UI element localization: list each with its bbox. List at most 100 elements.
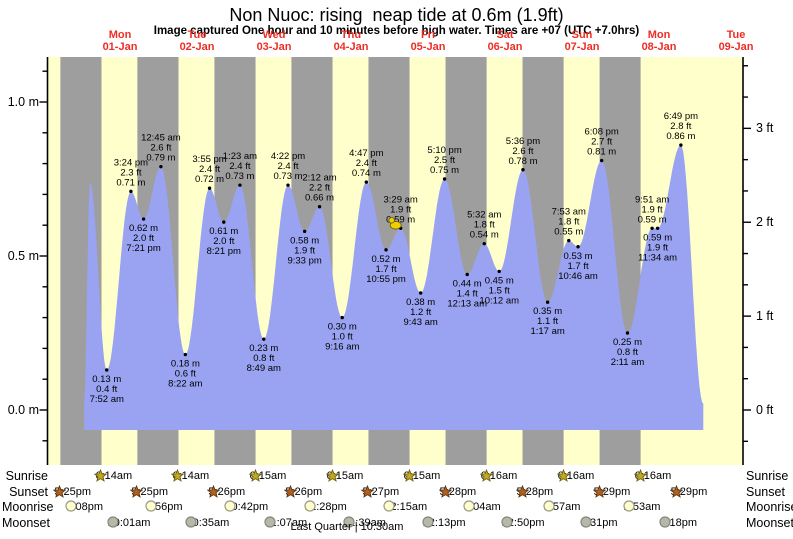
high-tide-label: 4:22 pm 2.4 ft 0.73 m — [271, 151, 305, 182]
moonset-time: 11:39am — [343, 516, 386, 529]
moonset-icon — [501, 516, 513, 528]
moonrise-time: 10:42pm — [225, 500, 269, 513]
sunset-event: 5:25pm — [130, 485, 168, 499]
sunset-event: 5:28pm — [438, 485, 477, 499]
high-tide-label: 3:55 pm 2.4 ft 0.72 m — [192, 154, 226, 185]
sunrise-star-icon — [94, 469, 108, 482]
day-label: Thu 04-Jan — [333, 29, 369, 53]
sunrise-time: 6:14am — [95, 469, 133, 482]
moonrise-event: 1:04am — [463, 500, 501, 514]
moonrise-time: 11:28pm — [304, 500, 347, 513]
tide-extreme-dot — [340, 315, 344, 320]
sunset-time: 5:29pm — [670, 485, 708, 498]
sunrise-time: 6:15am — [326, 469, 364, 482]
sunrise-time: 6:15am — [249, 469, 287, 482]
low-tide-label: 0.18 m 0.6 ft 8:22 am — [168, 359, 202, 390]
day-label: Tue 02-Jan — [179, 29, 215, 53]
high-tide-label: 4:47 pm 2.4 ft 0.74 m — [349, 148, 383, 179]
tide-extreme-dot — [141, 217, 146, 221]
astro-row-label-moonset: Moonset — [2, 516, 50, 530]
low-tide-label: 0.23 m 0.8 ft 8:49 am — [247, 343, 281, 374]
sunrise-time: 6:15am — [403, 469, 441, 482]
day-label: Wed 03-Jan — [256, 29, 292, 53]
current-time-marker — [388, 217, 402, 230]
sunset-event: 5:29pm — [592, 485, 631, 499]
sunset-time: 5:26pm — [285, 485, 323, 498]
moonrise-event: 11:28pm — [304, 500, 347, 514]
sunrise-star-icon — [325, 469, 339, 482]
sunrise-event: 6:14am — [94, 469, 132, 483]
moonrise-icon — [224, 500, 236, 512]
moonset-event: 12:50pm — [501, 516, 545, 530]
sunset-time: 5:29pm — [593, 485, 631, 498]
sunset-time: 5:27pm — [362, 485, 400, 498]
low-tide-label: 0.59 m 1.9 ft 11:34 am — [638, 232, 677, 263]
right-axis-label: 1 ft — [756, 308, 774, 323]
moonrise-event: 9:56pm — [145, 500, 183, 514]
moonset-event: 10:01am — [107, 516, 151, 530]
low-tide-label: 0.38 m 1.2 ft 9:43 am — [404, 297, 438, 328]
sunset-star-icon — [438, 485, 452, 498]
high-tide-label: 6:08 pm 2.7 ft 0.81 m — [585, 127, 619, 158]
moonrise-icon — [383, 500, 395, 512]
sunrise-star-icon — [633, 469, 647, 482]
high-tide-label: 6:49 pm 2.8 ft 0.86 m — [664, 111, 698, 142]
moonrise-icon — [65, 500, 77, 512]
astro-row-label-moonrise: Moonrise — [2, 500, 54, 514]
left-axis-label: 1.0 m — [7, 94, 39, 109]
tide-extreme-dot — [384, 248, 388, 252]
sunrise-event: 6:14am — [171, 469, 209, 483]
tide-extreme-dot — [129, 189, 133, 194]
day-label: Tue 09-Jan — [718, 29, 754, 53]
right-axis-label: 0 ft — [756, 402, 774, 417]
high-tide-label: 7:53 am 1.8 ft 0.55 m — [552, 207, 586, 238]
sunset-time: 5:25pm — [54, 485, 92, 498]
sunset-star-icon — [207, 485, 221, 498]
sunset-event: 5:28pm — [515, 485, 553, 499]
moonset-time: 10:01am — [107, 516, 151, 529]
sunset-time: 5:28pm — [439, 485, 477, 498]
moonset-time: 12:50pm — [501, 516, 545, 529]
tide-area — [84, 145, 704, 430]
astro-row-label-moonset: Moonset — [746, 516, 793, 530]
sunrise-time: 6:16am — [480, 469, 518, 482]
sunrise-event: 6:16am — [556, 469, 594, 483]
moonrise-icon — [304, 500, 316, 512]
moonset-icon — [107, 516, 119, 528]
tide-extreme-dot — [238, 183, 242, 187]
high-tide-label: 1:23 am 2.4 ft 0.73 m — [223, 151, 257, 182]
high-tide-label: 5:36 pm 2.6 ft 0.78 m — [506, 136, 540, 167]
astro-row-label-sunset: Sunset — [746, 485, 785, 499]
moonrise-event: 2:53am — [623, 500, 660, 514]
tide-extreme-dot — [650, 226, 654, 230]
tide-extreme-dot — [442, 177, 447, 181]
tide-extreme-dot — [625, 331, 630, 335]
left-axis-label: 0.0 m — [7, 402, 39, 417]
tide-extreme-dot — [545, 300, 550, 304]
tide-extreme-dot — [655, 226, 660, 230]
moonset-icon — [185, 516, 198, 528]
sunset-star-icon — [669, 485, 683, 498]
high-tide-label: 3:24 pm 2.3 ft 0.71 m — [114, 157, 148, 188]
sunset-event: 5:27pm — [361, 485, 399, 499]
low-tide-label: 0.62 m 2.0 ft 7:21 pm — [126, 223, 160, 254]
sunrise-event: 6:16am — [479, 469, 518, 483]
moonset-event: 2:18pm — [659, 516, 697, 530]
tide-extreme-dot — [207, 186, 212, 190]
moonrise-event: 9:08pm — [65, 500, 103, 514]
moonrise-icon — [543, 500, 555, 512]
sunrise-star-icon — [171, 469, 185, 482]
left-axis-label: 0.5 m — [7, 248, 39, 263]
sunrise-star-icon — [479, 469, 493, 482]
sunrise-event: 6:15am — [248, 469, 287, 483]
high-tide-label: 12:45 am 2.6 ft 0.79 m — [141, 133, 181, 164]
day-label: Fri 05-Jan — [410, 29, 446, 53]
astro-row-label-sunset: Sunset — [9, 485, 48, 499]
tide-extreme-dot — [222, 220, 226, 224]
low-tide-label: 0.45 m 1.5 ft 10:12 am — [479, 275, 519, 306]
page-title: Non Nuoc: rising neap tide at 0.6m (1.9f… — [229, 5, 564, 25]
sunrise-star-icon — [402, 469, 416, 482]
tide-extreme-dot — [286, 183, 290, 187]
astro-row-label-sunrise: Sunrise — [746, 469, 789, 483]
high-tide-label: 9:51 am 1.9 ft 0.59 m — [635, 194, 669, 225]
